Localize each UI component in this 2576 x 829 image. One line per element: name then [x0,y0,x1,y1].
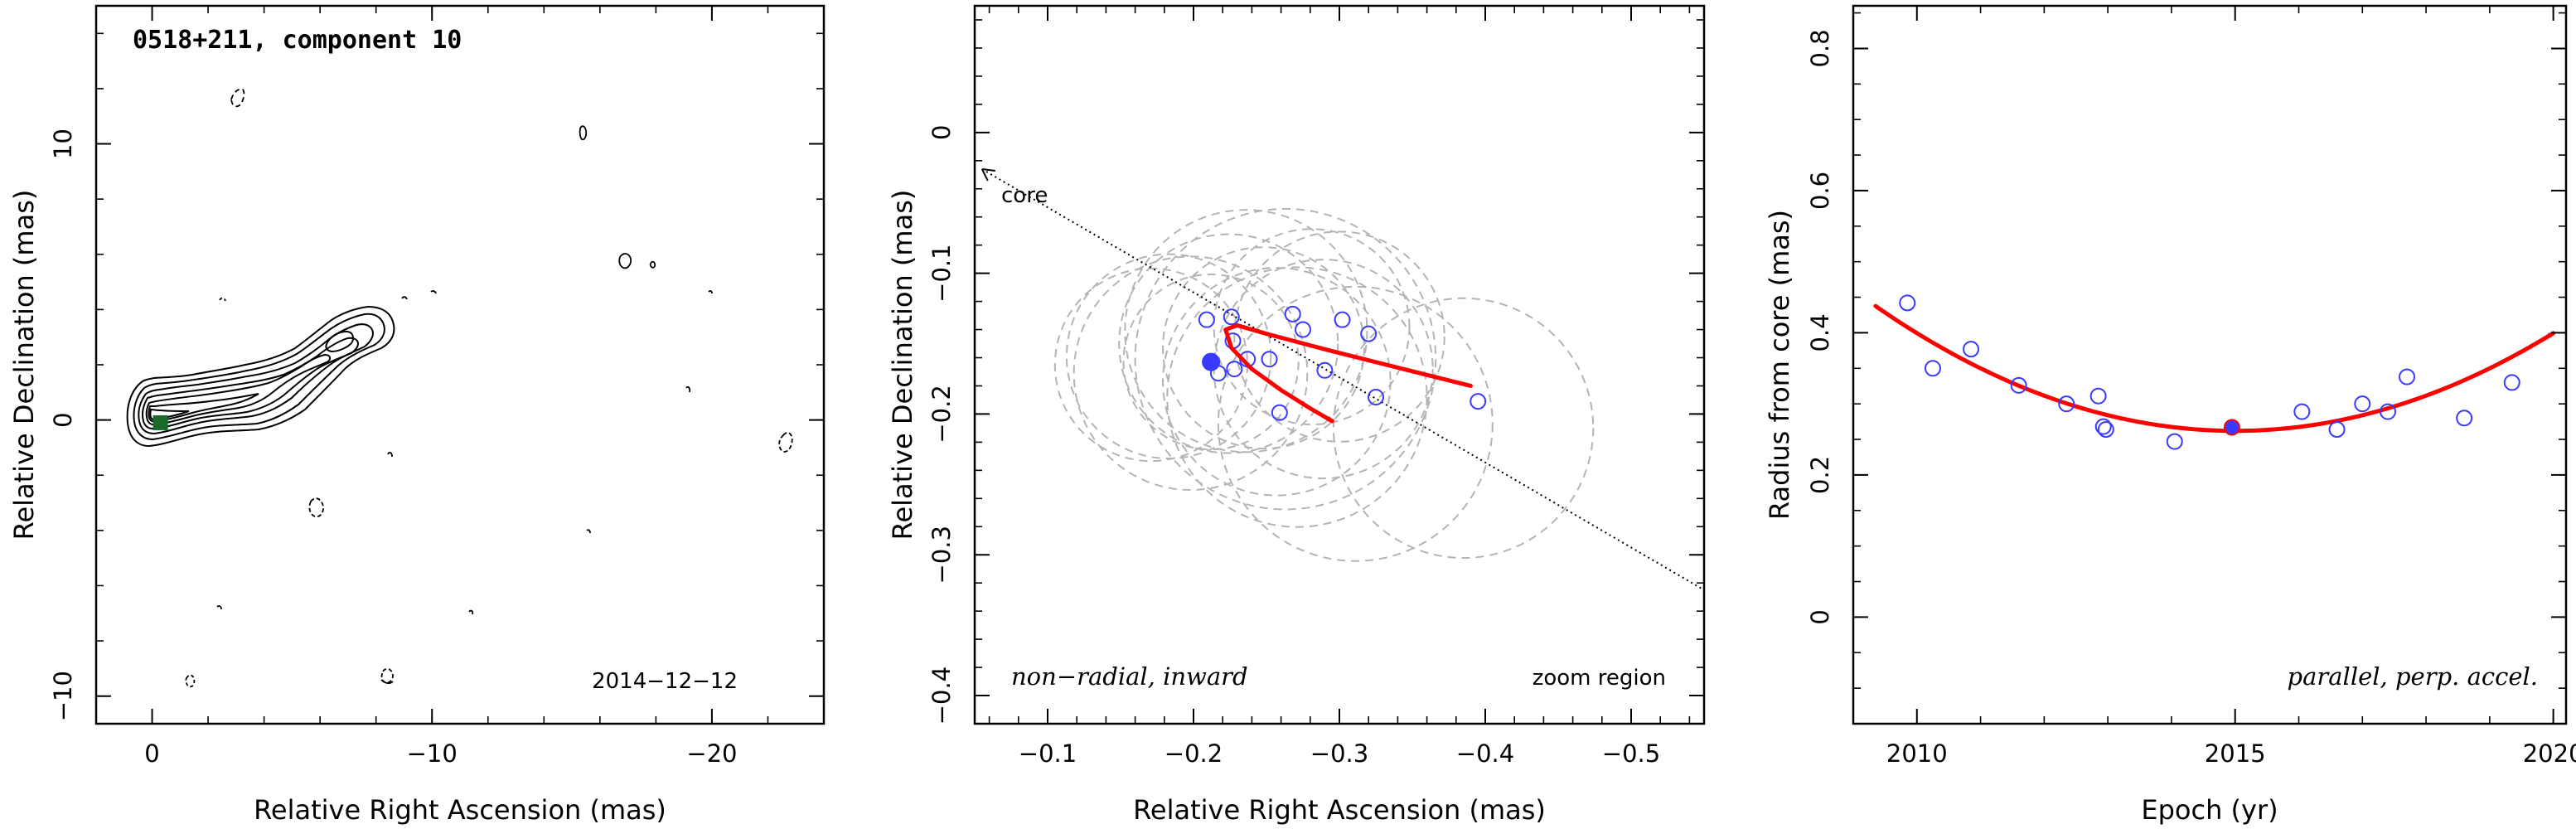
data-point [1261,351,1278,368]
x-axis-label: Epoch (yr) [2141,794,2278,826]
y-tick-label: 0.2 [1806,456,1834,494]
fit-trajectory [1223,322,1473,424]
y-tick-label: 0 [927,125,956,140]
beam-circle [1217,285,1494,562]
data-point [2010,376,2027,394]
data-point [2293,403,2311,420]
zoom-region-panel: −0.1 −0.2 −0.3 −0.4 −0.5 0 −0.1 −0.2 −0.3 −0.4 co… [887,4,1706,826]
core-arrow-head [981,167,995,182]
noise-contours [185,88,793,688]
contour-map-marks [96,88,793,688]
beam-circle [1134,207,1437,511]
x-tick-label: −0.3 [1310,739,1368,768]
data-point [2456,410,2473,427]
data-point [1226,361,1243,378]
x-tick-label: −0.4 [1456,739,1514,768]
y-tick-label: −0.2 [927,385,956,443]
beam-circle [1233,230,1445,443]
data-point [1368,389,1384,406]
y-tick-label: 0.6 [1806,172,1834,210]
fit-type-annotation: parallel, perp. accel. [2288,662,2538,691]
x-tick-label: 0 [144,739,159,768]
data-point [1295,321,1311,338]
x-tick-label: −0.5 [1602,739,1660,768]
fit-curve [1873,303,2556,434]
core-annotation: core [1001,183,1048,208]
y-tick-label: −0.3 [927,526,956,584]
x-tick-label: 2010 [1886,739,1948,768]
plot-frame [973,4,1706,725]
data-point [1963,341,1980,358]
core-direction-line [981,168,1704,591]
data-point [2166,433,2183,450]
data-point [1899,294,1916,312]
data-point [2089,387,2107,405]
data-point [2503,374,2520,391]
data-point [1271,404,1288,421]
beam-circle [1065,253,1272,460]
beam-circle [1118,233,1339,454]
data-point [1223,308,1240,326]
axes: 0 −10 −20 −10 0 10 [49,6,825,768]
beam-circle [1124,209,1368,453]
zoom-region-annotation: zoom region [1533,666,1666,691]
y-tick-label: 10 [49,128,77,159]
data-point [2399,368,2416,385]
beam-circle [1162,246,1365,450]
plot-frame [1852,4,2568,725]
beam-circle [1332,297,1595,560]
data-point [2058,395,2075,413]
beam-circle [1213,228,1411,426]
epoch-annotation: 2014−12−12 [592,669,738,694]
y-axis-label: Relative Declination (mas) [887,190,918,541]
data-point [1470,393,1487,410]
y-axis-label: Relative Declination (mas) [8,190,40,541]
data-point [2354,395,2371,413]
component-marker [153,414,168,430]
radius-epoch-marks [1873,294,2556,450]
highlight-point [2223,419,2240,436]
beam-circle [1162,267,1392,497]
y-tick-label: 0 [49,412,77,427]
x-tick-label: −0.2 [1165,739,1223,768]
y-tick-label: −0.4 [927,667,956,725]
x-axis-label: Relative Right Ascension (mas) [1133,794,1546,826]
x-tick-label: 2015 [2205,739,2266,768]
data-point [1284,305,1301,322]
beam-circle [1073,255,1309,491]
data-point [2097,421,2114,439]
contour-map-panel: 0 −10 −20 −10 0 10 0518+211, component 10 201… [8,4,826,826]
data-point [1924,360,1941,377]
data-point [1316,361,1334,379]
x-tick-label: −0.1 [1019,739,1077,768]
zoom-region-marks [981,167,1704,591]
x-axis-label: Relative Right Ascension (mas) [254,794,666,826]
data-point [2328,421,2346,439]
y-tick-label: 0 [1806,609,1834,624]
data-point [1334,311,1351,328]
beam-circle [1166,266,1428,528]
data-point [1360,325,1378,342]
y-tick-label: 0.8 [1806,29,1834,67]
y-tick-label: −10 [49,671,77,721]
y-tick-label: −0.1 [927,244,956,302]
axes: −0.1 −0.2 −0.3 −0.4 −0.5 0 −0.1 −0.2 −0.3 −0.4 [927,6,1704,768]
plot-frame [94,4,826,725]
data-point [1198,311,1215,328]
data-point [2380,403,2396,420]
x-tick-label: −20 [686,739,737,768]
y-axis-label: Radius from core (mas) [1764,210,1795,520]
highlight-point [1202,352,1221,371]
beam-circle [1122,274,1300,451]
y-tick-label: 0.4 [1806,313,1834,351]
x-tick-label: −10 [407,739,458,768]
panel-title: 0518+211, component 10 [133,26,462,55]
data-point [2094,418,2112,435]
motion-type-annotation: non−radial, inward [1011,662,1248,691]
